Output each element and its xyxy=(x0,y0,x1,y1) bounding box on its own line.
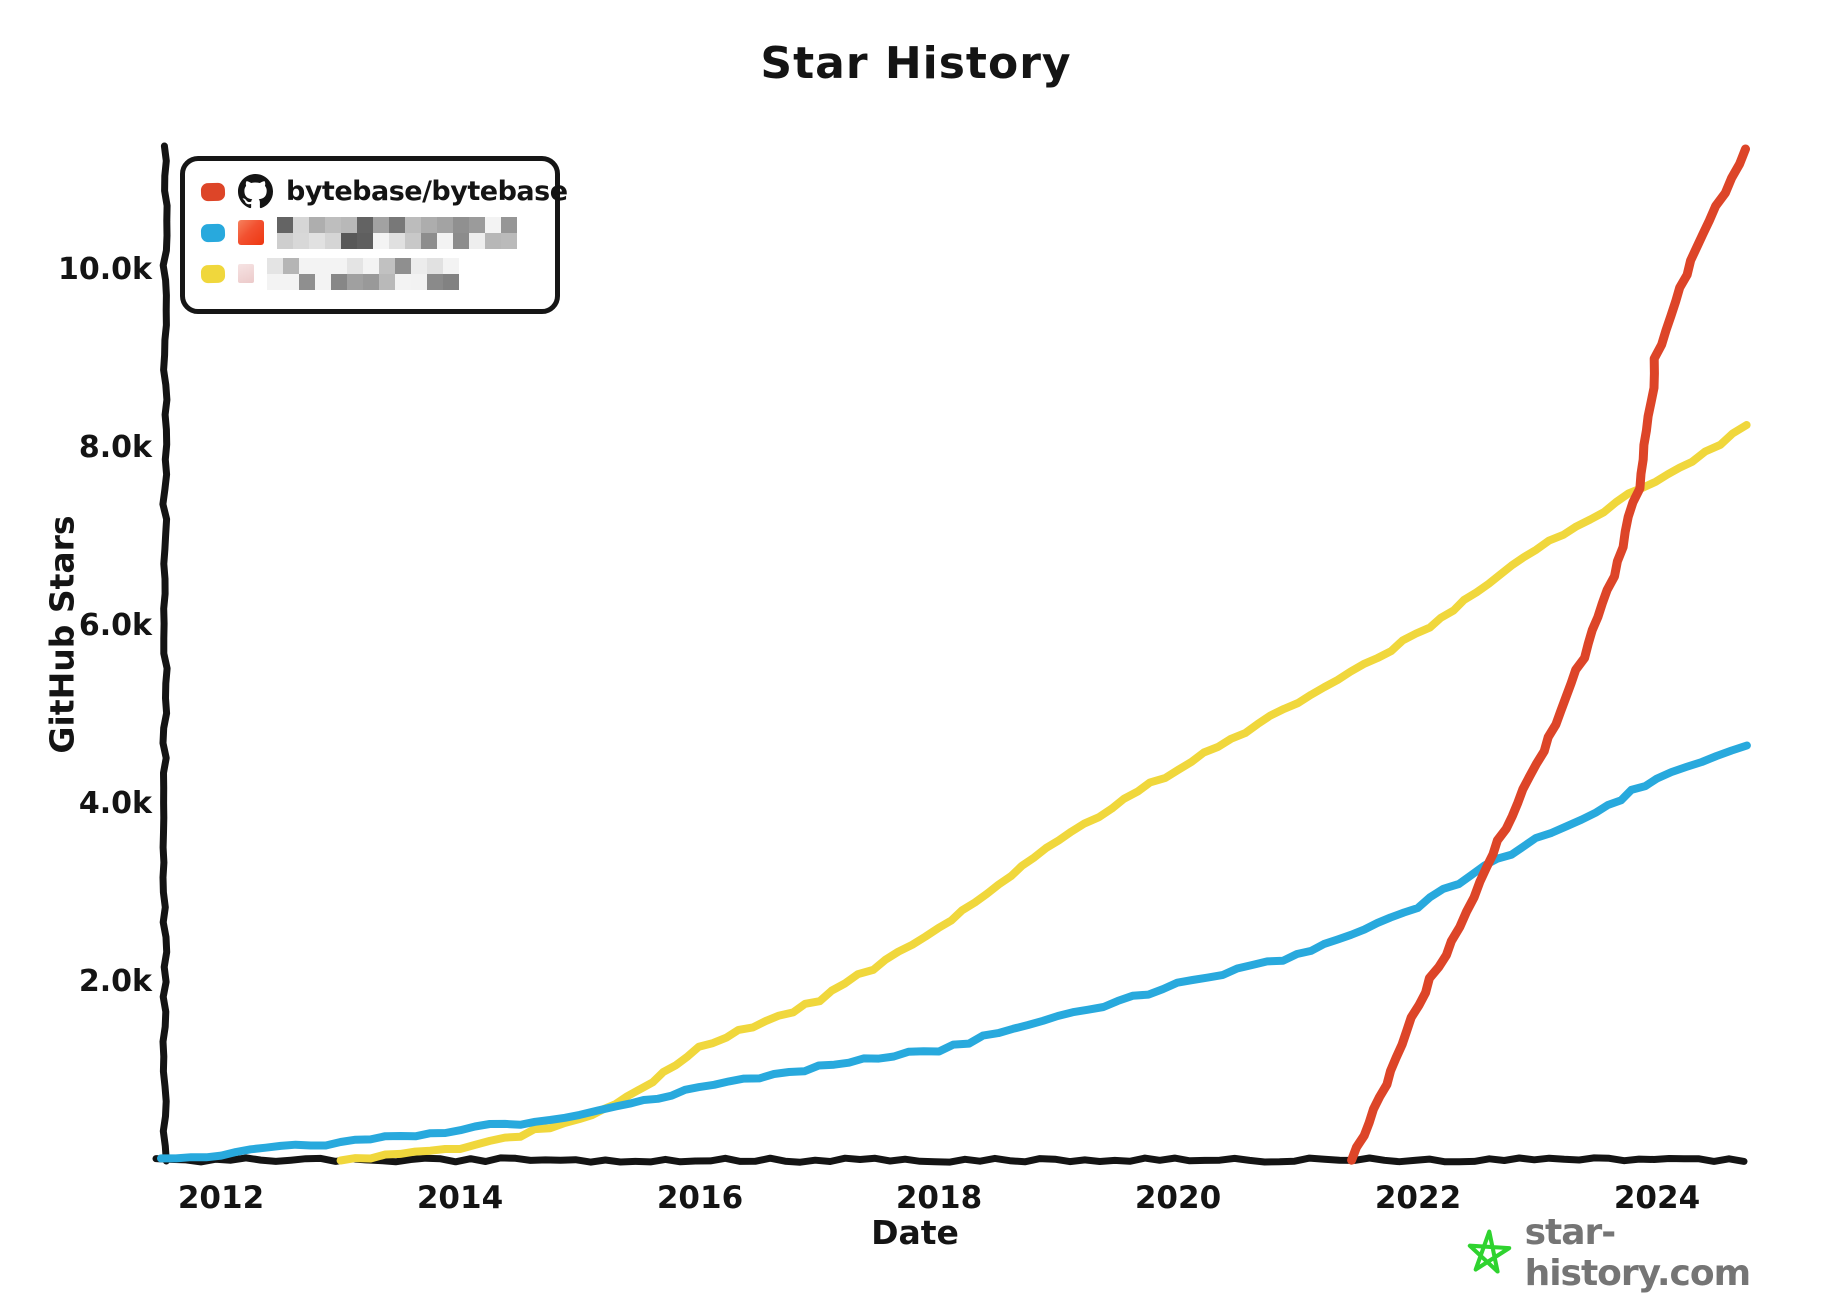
sketch-line xyxy=(1347,144,1750,1165)
chart-title: Star History xyxy=(760,38,1072,89)
green-star-icon xyxy=(1467,1229,1512,1274)
x-tick-2014: 2014 xyxy=(416,1180,504,1216)
orange-favicon xyxy=(238,220,264,245)
y-tick-8k: 8.0k xyxy=(78,430,152,465)
red-series-swatch xyxy=(200,182,226,201)
legend-box: bytebase/bytebase xyxy=(180,156,568,314)
watermark: star-history.com xyxy=(1464,1212,1832,1294)
legend-item-censored-2 xyxy=(200,212,539,253)
repo-name-bytebase: bytebase/bytebase xyxy=(286,176,568,207)
x-tick-2022: 2022 xyxy=(1374,1180,1462,1216)
sketch-line xyxy=(157,741,1751,1163)
y-tick-10k: 10.0k xyxy=(58,252,152,287)
x-tick-2020: 2020 xyxy=(1134,1180,1222,1216)
x-tick-2018: 2018 xyxy=(895,1180,983,1216)
x-axis-label: Date xyxy=(871,1213,959,1252)
yellow-series-swatch xyxy=(200,264,226,283)
pink-favicon xyxy=(238,264,254,283)
sketch-line xyxy=(152,1154,1748,1166)
sketch-line xyxy=(159,142,171,1165)
github-octocat-icon xyxy=(238,174,273,209)
y-tick-6k: 6.0k xyxy=(78,608,152,643)
y-axis-label: GitHub Stars xyxy=(42,515,82,754)
x-tick-2024: 2024 xyxy=(1613,1180,1701,1216)
watermark-link[interactable]: star-history.com xyxy=(1524,1212,1752,1294)
y-tick-4k: 4.0k xyxy=(78,786,152,821)
y-tick-2k: 2.0k xyxy=(78,964,152,999)
blue-series-swatch xyxy=(200,223,226,242)
censored-repo-name xyxy=(277,216,517,249)
x-tick-2012: 2012 xyxy=(177,1180,265,1216)
sketch-line xyxy=(336,421,1751,1165)
legend-item-censored-3 xyxy=(200,253,539,294)
legend-item-bytebase: bytebase/bytebase xyxy=(200,171,568,212)
censored-repo-name xyxy=(267,257,459,290)
x-tick-2016: 2016 xyxy=(656,1180,744,1216)
